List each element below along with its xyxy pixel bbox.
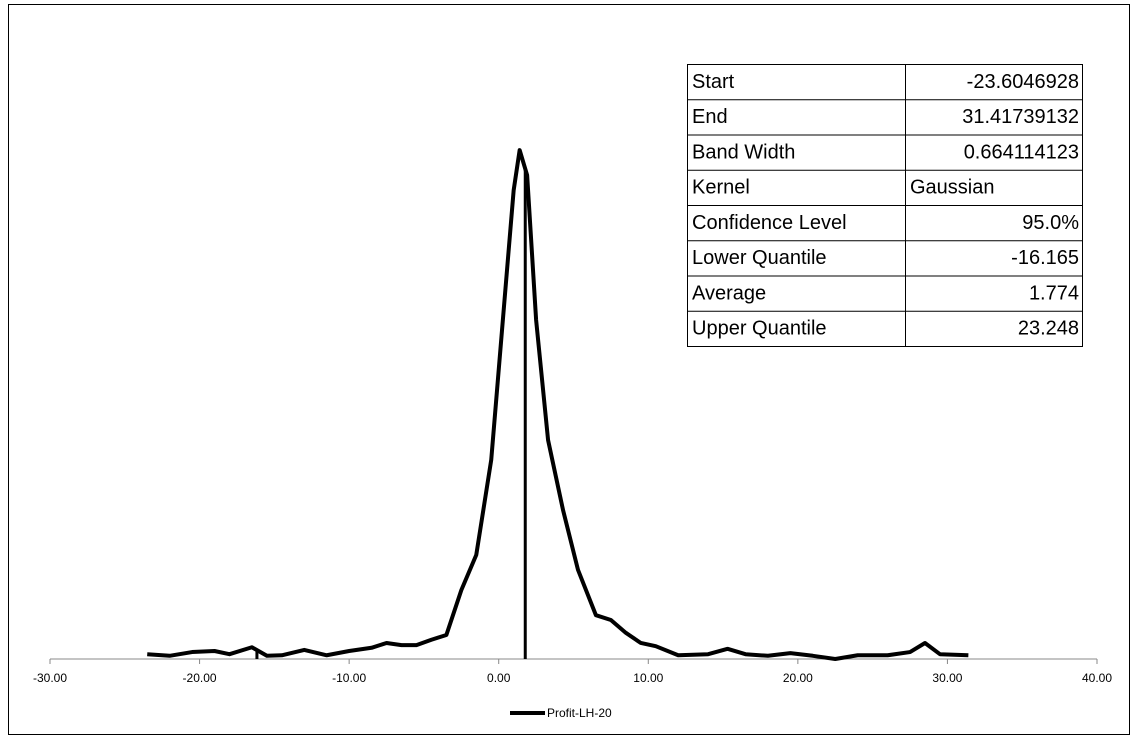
x-tick-label: 40.00: [1082, 671, 1112, 685]
x-tick-label: 10.00: [633, 671, 663, 685]
table-value: Gaussian: [910, 177, 995, 199]
table-value: -16.165: [1011, 247, 1079, 269]
table-label: End: [692, 106, 728, 128]
table-value: -23.6046928: [967, 71, 1079, 93]
table-label: Start: [692, 71, 735, 93]
x-tick-label: -30.00: [33, 671, 67, 685]
table-label: Confidence Level: [692, 212, 847, 234]
table-value: 23.248: [1018, 318, 1079, 340]
table-label: Band Width: [692, 141, 795, 163]
x-tick-label: 0.00: [487, 671, 511, 685]
table-value: 95.0%: [1022, 212, 1079, 234]
table-label: Average: [692, 282, 766, 304]
table-value: 31.41739132: [962, 106, 1079, 128]
x-tick-label: -10.00: [332, 671, 366, 685]
density-line: [147, 148, 969, 661]
x-tick-label: -20.00: [183, 671, 217, 685]
x-tick-label: 20.00: [783, 671, 813, 685]
table-label: Upper Quantile: [692, 318, 827, 340]
legend-label: Profit-LH-20: [547, 706, 612, 720]
table-value: 1.774: [1029, 282, 1079, 304]
table-value: 0.664114123: [964, 141, 1079, 163]
table-label: Kernel: [692, 177, 750, 199]
table-label: Lower Quantile: [692, 247, 827, 269]
x-tick-label: 30.00: [932, 671, 962, 685]
